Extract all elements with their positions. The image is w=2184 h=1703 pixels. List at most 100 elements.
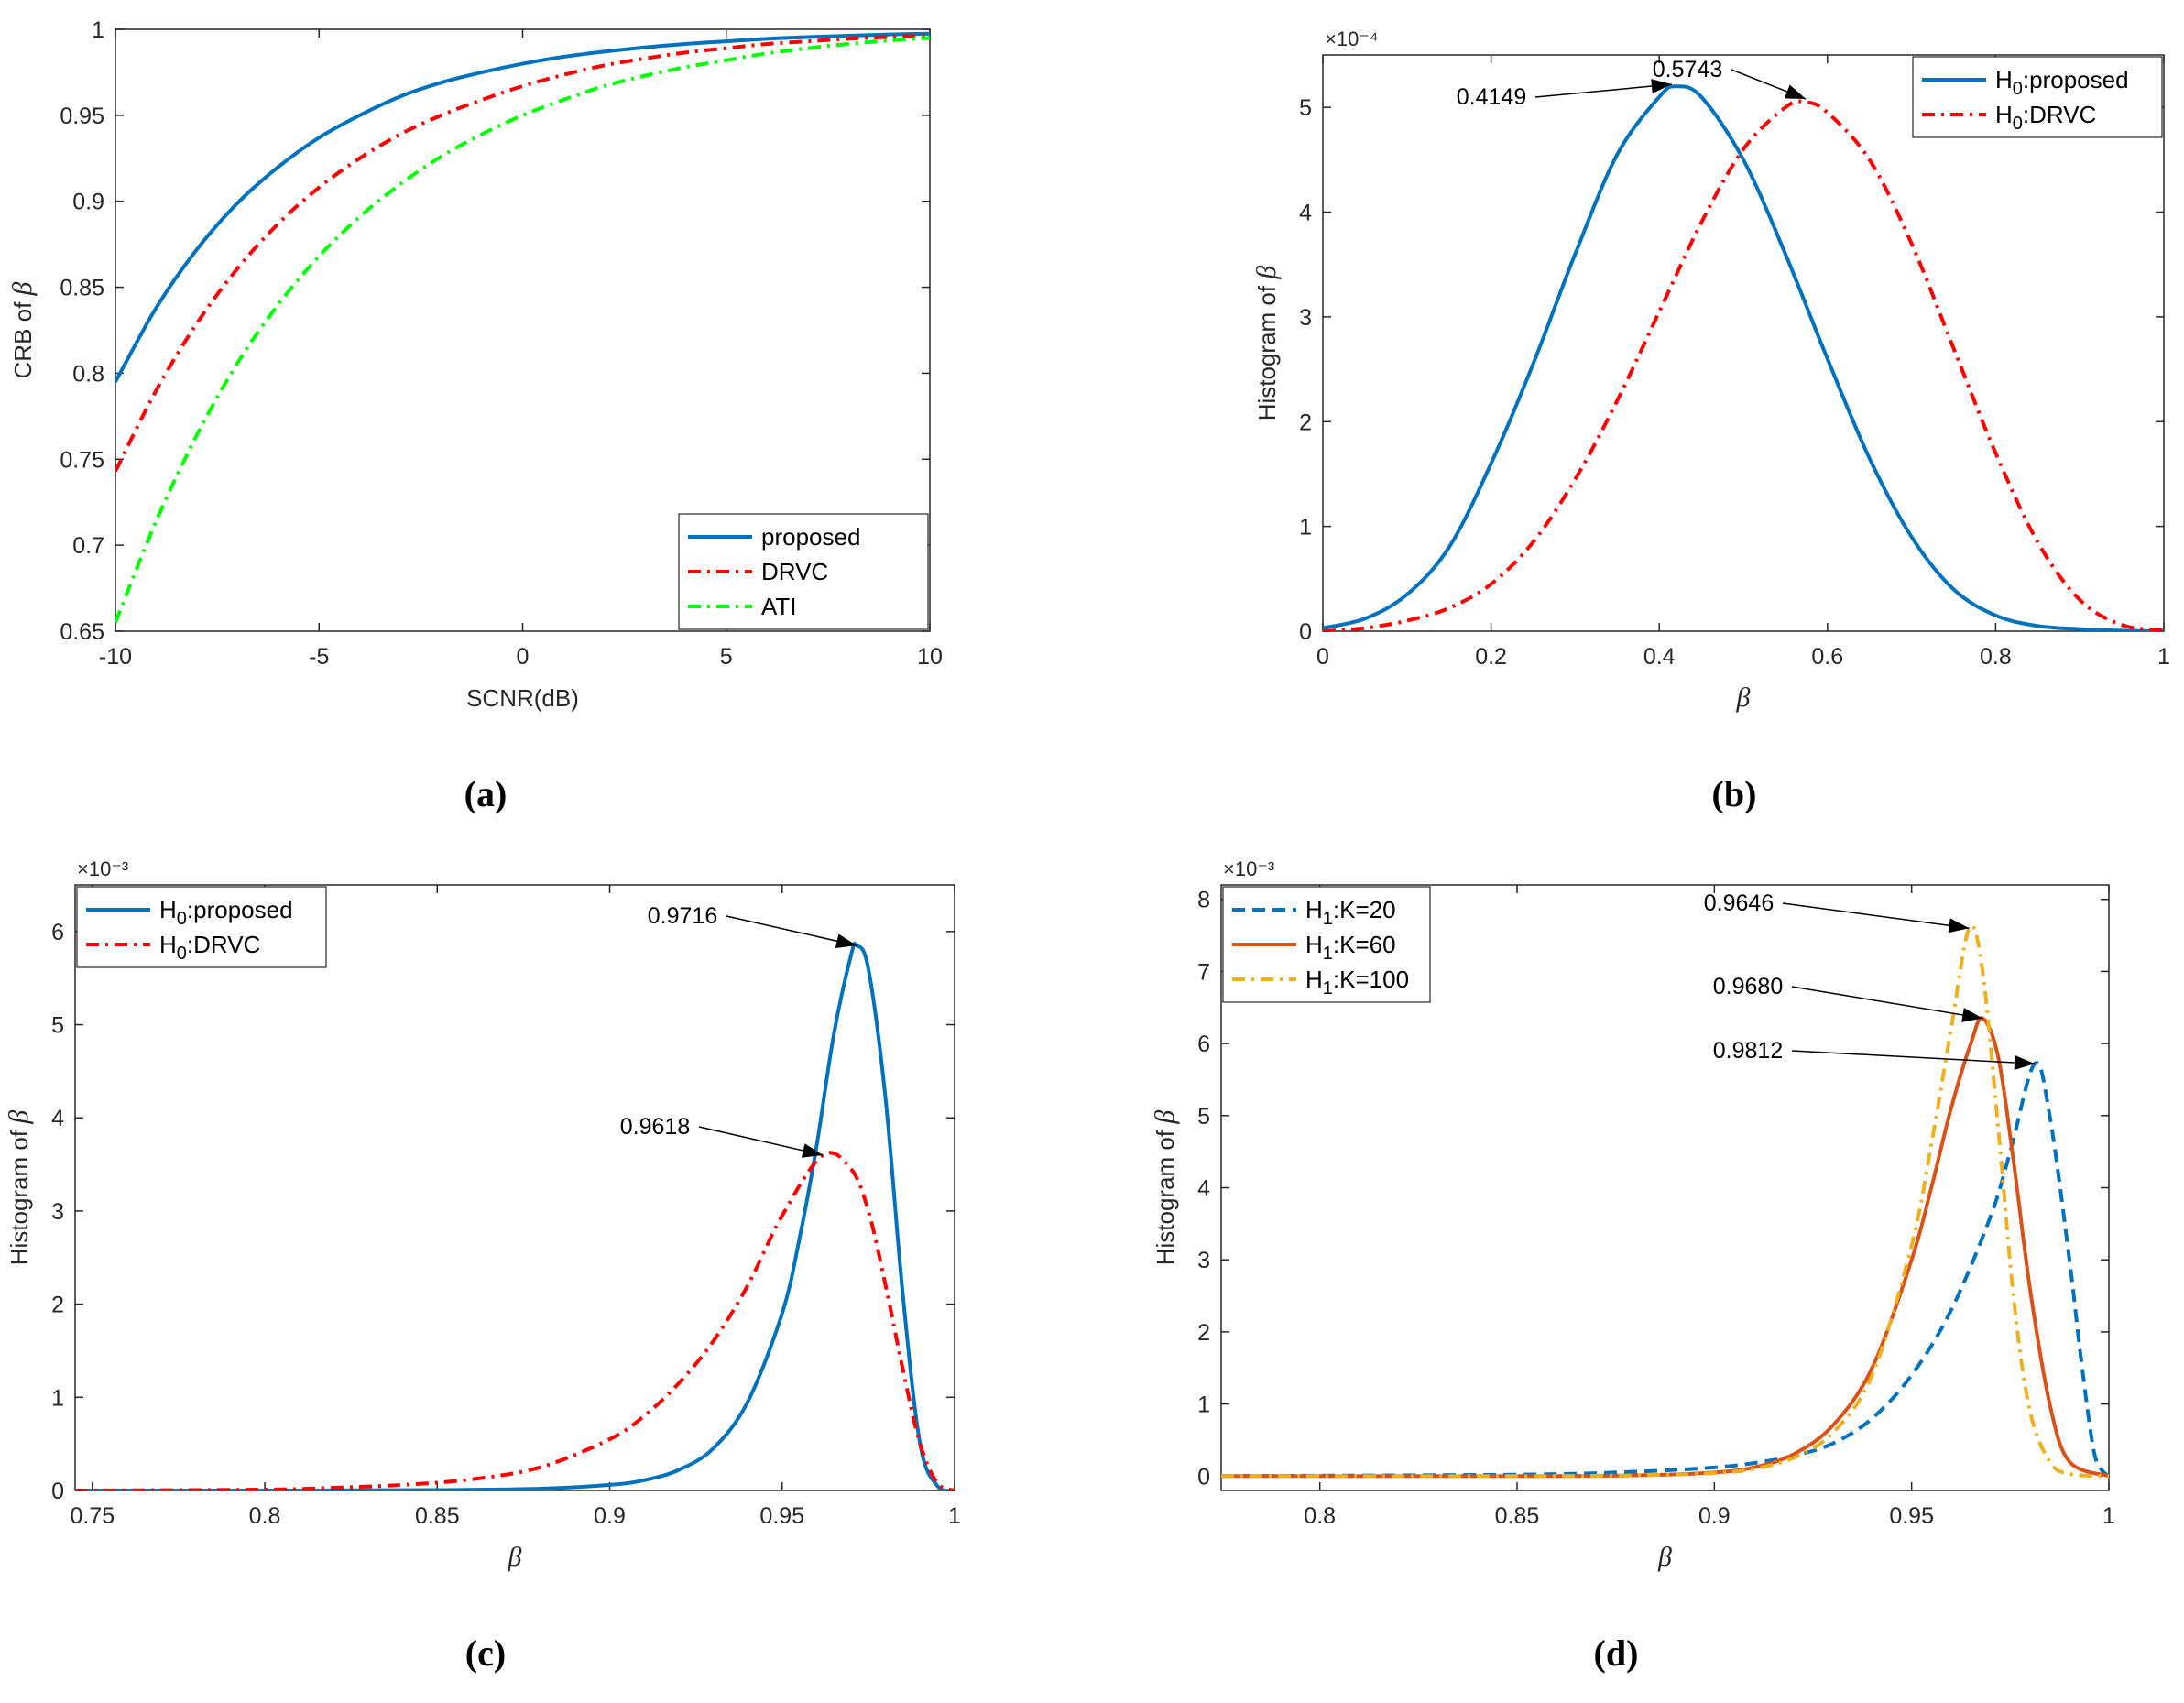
series-line-h0-drvc [1323, 99, 2164, 631]
annotation-label: 0.5743 [1653, 57, 1722, 82]
legend-label-rest: :proposed [187, 896, 293, 923]
y-tick-label: 1 [1299, 515, 1312, 540]
x-tick-label: -5 [309, 644, 329, 670]
annotation: 0.9716 [648, 903, 857, 949]
annotation-label: 0.9618 [620, 1114, 690, 1140]
x-tick-label: 0.8 [1980, 644, 2012, 670]
series-line-h0-proposed [1323, 84, 2164, 631]
x-tick-label: 0.85 [1495, 1503, 1540, 1529]
legend-label: ATI [761, 593, 797, 620]
legend-label-rest: :DRVC [187, 931, 260, 958]
legend-label-name: DRVC [761, 558, 828, 585]
legend-label-name: H [159, 931, 177, 958]
annotation-arrow-line [1534, 83, 1672, 98]
legend-label-rest: :DRVC [2023, 101, 2096, 128]
legend-label: H1:K=60 [1305, 931, 1396, 964]
legend-label-sub: 1 [1323, 909, 1333, 929]
legend-box [1912, 56, 2163, 138]
y-axis-label-text: Histogram of [5, 1124, 33, 1266]
axis-exponent: ×10⁻³ [1223, 857, 1274, 880]
y-tick-label: 1 [1197, 1392, 1210, 1418]
x-tick-label: 0.95 [759, 1503, 804, 1529]
x-tick-label: 1 [2102, 1503, 2115, 1529]
annotation-arrow-head [801, 1143, 824, 1158]
legend-label: H0:DRVC [159, 931, 260, 964]
legend-label-rest: :K=60 [1333, 931, 1396, 958]
y-tick-label: 1 [92, 17, 104, 43]
y-tick-label: 5 [1197, 1104, 1210, 1130]
x-tick-label: 5 [720, 644, 733, 670]
y-tick-label: 8 [1197, 888, 1210, 913]
y-tick-label: 5 [1299, 95, 1312, 121]
x-tick-label: 0.85 [415, 1503, 460, 1529]
annotation-arrow-line [1791, 986, 1983, 1020]
annotation-label: 0.9812 [1713, 1038, 1783, 1064]
annotation: 0.9812 [1713, 1038, 2036, 1070]
series-line-h0-proposed [75, 941, 955, 1490]
legend-label-sub: 1 [1323, 978, 1333, 999]
x-tick-label: 1 [948, 1503, 961, 1529]
series-group [1323, 84, 2164, 631]
x-tick-label: 0.9 [1698, 1503, 1731, 1529]
legend-label-sub: 0 [177, 909, 187, 929]
series-group [1221, 923, 2109, 1479]
x-tick-label: -10 [99, 644, 132, 670]
annotation-arrow-line [698, 1126, 824, 1156]
y-axis-label: Histogram of β [1150, 1110, 1180, 1266]
legend-label-name: proposed [761, 523, 860, 551]
legend-label-rest: :K=20 [1333, 896, 1396, 923]
annotation-label: 0.9646 [1704, 890, 1774, 916]
legend-label-name: H [159, 896, 177, 923]
y-tick-label: 0.95 [60, 104, 104, 129]
y-tick-label: 4 [51, 1106, 64, 1131]
x-axis-label: β [1736, 682, 1751, 713]
annotation-arrow-head [1651, 79, 1672, 94]
y-tick-label: 0.8 [72, 361, 104, 387]
y-tick-label: 0 [1197, 1464, 1210, 1490]
y-axis-label: CRB of β [7, 281, 38, 378]
legend-label-sub: 0 [2013, 79, 2023, 99]
x-axis-label: β [508, 1542, 522, 1572]
y-tick-label: 4 [1197, 1176, 1210, 1202]
figure-caption: (c) [465, 1632, 506, 1674]
charts-layer: -10 -5 0 5 100.650.70.750.80.850.90.951SCNR(… [4, 17, 2170, 1674]
legend-label-name: H [1305, 896, 1323, 923]
legend-label-sub: 1 [1323, 944, 1333, 964]
legend-label: H0:proposed [159, 896, 293, 929]
legend-label-name: ATI [761, 593, 797, 620]
x-tick-label: 0.95 [1889, 1503, 1934, 1529]
series-line-h1-k-20 [1221, 1061, 2109, 1479]
y-tick-label: 0.85 [60, 276, 104, 301]
y-axis-label: Histogram of β [4, 1110, 34, 1266]
annotation: 0.4149 [1457, 79, 1672, 110]
axis-exponent: ×10⁻³ [77, 857, 128, 880]
x-tick-label: 1 [2157, 644, 2170, 670]
legend-label: DRVC [761, 558, 828, 585]
annotation-arrow-line [1782, 902, 1970, 929]
legend-label: H1:K=20 [1305, 896, 1396, 929]
series-line-ati [115, 36, 930, 624]
x-tick-label: 0.8 [249, 1503, 281, 1529]
y-axis-label-text: Histogram of [1152, 1124, 1179, 1266]
annotation: 0.5743 [1653, 57, 1807, 100]
legend-label-name: H [1995, 101, 2013, 128]
y-tick-label: 0.9 [72, 190, 104, 215]
y-tick-label: 0.7 [72, 533, 104, 559]
y-tick-label: 7 [1197, 959, 1210, 985]
y-tick-label: 2 [1197, 1320, 1210, 1346]
y-axis-label-symbol: β [1251, 266, 1282, 280]
y-axis-label-symbol: β [4, 1110, 34, 1125]
legend-label-rest: :K=100 [1333, 966, 1409, 993]
series-group [75, 941, 955, 1490]
x-tick-label: 10 [917, 644, 943, 670]
annotation-arrow-head [835, 933, 857, 949]
legend-label-name: H [1305, 931, 1323, 958]
x-tick-label: 0 [1316, 644, 1329, 670]
y-tick-label: 0.65 [60, 619, 104, 645]
legend-label-name: H [1305, 966, 1323, 993]
y-tick-label: 0 [51, 1479, 64, 1504]
series-line-drvc [115, 33, 930, 473]
